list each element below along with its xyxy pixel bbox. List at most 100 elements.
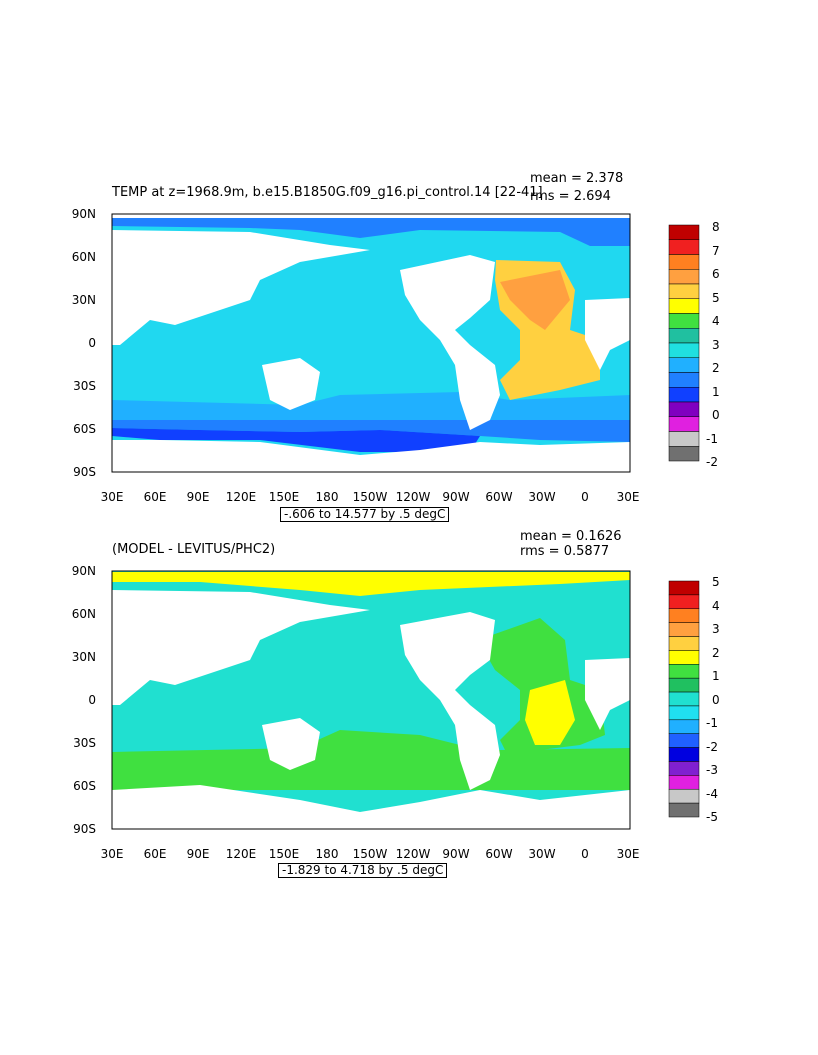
lon-label: 60W: [485, 847, 513, 861]
colorbar-label: 4: [712, 314, 720, 328]
colorbar-swatch: [668, 705, 700, 721]
lon-label: 120E: [225, 490, 257, 504]
continent-africa: [585, 658, 630, 730]
lat-label: 90N: [71, 564, 96, 578]
lon-label: 150E: [268, 490, 300, 504]
lat-label: 30N: [71, 650, 96, 664]
colorbar-swatch: [668, 733, 700, 748]
lon-label: 60W: [485, 490, 513, 504]
colorbar-label: 0: [712, 408, 720, 422]
rms-label: rms = 0.5877: [520, 544, 610, 559]
continent-australia: [262, 718, 320, 770]
colorbar-label: -1: [706, 716, 718, 730]
lat-label: 30S: [73, 736, 96, 750]
lon-label: 150W: [352, 490, 388, 504]
lon-label: 0: [581, 847, 589, 861]
colorbar-label: 7: [712, 244, 720, 258]
continent-australia: [262, 358, 320, 410]
colorbar-label: 1: [712, 669, 720, 683]
colorbar-swatch: [668, 622, 700, 637]
lat-label: 0: [88, 693, 96, 707]
southern-green: [112, 730, 630, 790]
colorbar-label: 8: [712, 220, 720, 234]
lat-label: 90S: [73, 465, 96, 479]
rms-label: rms = 2.694: [530, 189, 611, 204]
colorbar-label: 5: [712, 291, 720, 305]
colorbar-label: 0: [712, 693, 720, 707]
colorbar-swatch: [668, 580, 700, 596]
colorbar-label: -2: [706, 455, 718, 469]
plot-frame: [111, 570, 631, 830]
lon-label: 0: [581, 490, 589, 504]
lon-label: 150E: [268, 847, 300, 861]
plot-frame: [111, 213, 631, 473]
colorbar-swatch: [668, 677, 700, 693]
colorbar-swatch: [668, 747, 700, 762]
lat-label: 30S: [73, 379, 96, 393]
lon-label: 120E: [225, 847, 257, 861]
colorbar-label: -1: [706, 432, 718, 446]
mean-label: mean = 0.1626: [520, 529, 622, 544]
lon-label: 30E: [100, 490, 124, 504]
colorbar-swatch: [668, 775, 700, 790]
southern-band-2: [112, 420, 630, 442]
colorbar-swatch: [668, 761, 700, 776]
arctic-region: [112, 572, 630, 596]
lon-label: 120W: [395, 490, 431, 504]
lon-label: 90E: [186, 847, 210, 861]
lat-label: 90N: [71, 207, 96, 221]
panel-title: TEMP at z=1968.9m, b.e15.B1850G.f09_g16.…: [112, 185, 543, 200]
colorbar-label: 2: [712, 646, 720, 660]
lon-label: 30W: [528, 490, 556, 504]
colorbar-swatch: [668, 608, 700, 623]
colorbar-label: 6: [712, 267, 720, 281]
atlantic-orange: [500, 270, 570, 330]
map-plot: [111, 570, 631, 830]
lon-label: 180: [315, 847, 339, 861]
colorbar-label: -4: [706, 787, 718, 801]
continent-asia: [112, 230, 370, 345]
lon-label: 60E: [143, 847, 167, 861]
antarctic-land: [112, 440, 630, 472]
panel-title: (MODEL - LEVITUS/PHC2): [112, 542, 276, 557]
atlantic-yellow: [525, 680, 575, 745]
continent-asia: [112, 590, 370, 705]
colorbar-label: 2: [712, 361, 720, 375]
lon-label: 30E: [100, 847, 124, 861]
colorbar-swatch: [668, 788, 700, 804]
lat-label: 0: [88, 336, 96, 350]
lon-label: 180: [315, 490, 339, 504]
continent-americas: [400, 255, 500, 430]
lat-label: 60S: [73, 779, 96, 793]
colorbar-swatch: [668, 650, 700, 665]
lon-label: 120W: [395, 847, 431, 861]
colorbar-swatch: [668, 664, 700, 679]
colorbar-swatch: [668, 636, 700, 651]
arctic-region: [112, 216, 630, 246]
lat-label: 60N: [71, 607, 96, 621]
range-label: -.606 to 14.577 by .5 degC: [280, 507, 450, 522]
colorbar-swatch: [668, 691, 700, 707]
colorbar-label: -2: [706, 740, 718, 754]
colorbar: [668, 580, 700, 818]
lat-label: 90S: [73, 822, 96, 836]
continent-americas: [400, 612, 500, 790]
southern-band-1: [112, 392, 630, 420]
lon-label: 30E: [616, 847, 640, 861]
colorbar-swatch: [668, 719, 700, 734]
lon-label: 30W: [528, 847, 556, 861]
lat-label: 30N: [71, 293, 96, 307]
lon-label: 150W: [352, 847, 388, 861]
colorbar-label: -3: [706, 763, 718, 777]
colorbar-label: 3: [712, 622, 720, 636]
continent-africa: [585, 298, 630, 370]
colorbar-swatch: [668, 594, 700, 610]
range-label: -1.829 to 4.718 by .5 degC: [278, 863, 448, 878]
polar-land: [112, 214, 630, 218]
lon-label: 30E: [616, 490, 640, 504]
lat-label: 60N: [71, 250, 96, 264]
antarctic-land: [112, 785, 630, 829]
colorbar-swatch: [668, 446, 700, 462]
lon-label: 90W: [442, 490, 470, 504]
southern-band-3: [112, 428, 480, 452]
